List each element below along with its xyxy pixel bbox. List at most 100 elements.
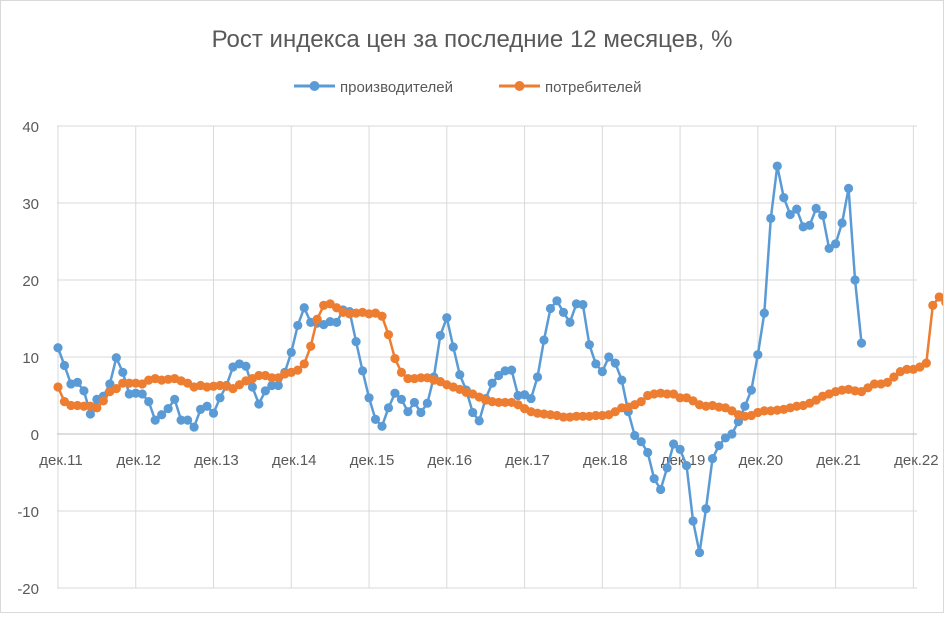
data-point (805, 220, 815, 230)
data-point (215, 393, 225, 403)
data-point (396, 394, 407, 404)
data-point (558, 412, 569, 422)
data-point (597, 367, 607, 377)
data-point (111, 353, 121, 363)
data-point (332, 303, 342, 313)
data-point (856, 338, 867, 348)
data-point (163, 403, 173, 414)
data-point (66, 400, 76, 411)
data-point (390, 353, 400, 364)
data-point (170, 394, 180, 404)
data-point (293, 365, 303, 375)
data-point (792, 204, 802, 214)
data-point (759, 308, 769, 318)
data-point (150, 415, 160, 425)
y-tick-label: 20 (22, 273, 39, 290)
data-point (59, 360, 70, 371)
series-producers (53, 161, 867, 558)
data-point (448, 342, 458, 352)
y-axis-tick-labels: -20 -10 0 10 20 30 40 (17, 119, 39, 598)
data-point (669, 439, 679, 449)
data-point (636, 397, 646, 407)
data-point (565, 317, 575, 327)
data-point (370, 414, 381, 424)
data-point (79, 386, 89, 396)
data-point (753, 350, 763, 360)
data-point (254, 370, 264, 381)
data-point (137, 389, 147, 399)
data-point (241, 361, 251, 371)
data-point (688, 516, 698, 526)
data-point (176, 415, 186, 425)
data-point (494, 370, 504, 381)
data-point (455, 370, 465, 380)
gridlines (57, 125, 917, 589)
data-point (364, 393, 374, 403)
data-point (299, 303, 309, 313)
data-point (124, 378, 134, 388)
data-point (118, 378, 128, 388)
data-point (934, 292, 944, 302)
data-point (746, 385, 756, 395)
data-point (843, 183, 854, 193)
data-point (422, 398, 432, 408)
data-point (377, 311, 387, 321)
y-tick-label: 10 (22, 350, 39, 367)
x-tick-label: дек.20 (739, 452, 784, 469)
data-point (882, 377, 893, 388)
data-point (727, 429, 737, 439)
data-point (202, 401, 212, 411)
data-point (604, 352, 614, 362)
data-point (157, 410, 167, 420)
data-point (396, 367, 407, 377)
data-point (53, 382, 63, 392)
data-point (118, 367, 128, 377)
x-axis-tick-labels: дек.11 дек.12 дек.13 дек.14 дек.15 дек.16 дек.… (39, 452, 938, 469)
data-point (759, 406, 769, 416)
data-point (928, 300, 938, 311)
data-point (869, 379, 880, 389)
data-point (552, 296, 562, 306)
data-point (403, 407, 413, 417)
data-point (636, 437, 646, 447)
data-point (694, 547, 705, 558)
data-point (390, 388, 400, 398)
legend-label-consumers: потребителей (545, 79, 642, 96)
data-point (675, 393, 685, 403)
data-point (662, 389, 672, 399)
x-tick-label: дек.14 (272, 452, 317, 469)
data-point (409, 397, 419, 408)
data-point (630, 430, 640, 441)
data-point (662, 463, 672, 473)
data-point (675, 444, 685, 454)
chart-title: Рост индекса цен за последние 12 месяцев… (212, 26, 733, 53)
legend-item-producers: производителей (294, 79, 453, 96)
data-point (306, 341, 316, 351)
x-tick-label: дек.13 (194, 452, 239, 469)
series-consumers (53, 292, 944, 422)
data-point (811, 203, 821, 213)
data-point (105, 379, 115, 389)
data-point (681, 460, 692, 471)
series-line (56, 164, 863, 554)
data-point (267, 380, 277, 391)
data-point (92, 403, 102, 413)
data-point (578, 411, 588, 421)
data-point (617, 375, 627, 385)
data-point (740, 401, 750, 411)
legend-item-consumers: потребителей (499, 79, 642, 96)
data-point (850, 275, 860, 285)
data-point (111, 383, 121, 394)
data-point (545, 303, 556, 314)
legend-label-producers: производителей (340, 79, 453, 96)
series-group (53, 161, 944, 558)
data-point (494, 397, 504, 408)
x-tick-label: дек.18 (583, 452, 628, 469)
data-point (53, 343, 63, 353)
data-point (733, 417, 744, 427)
data-point (507, 365, 517, 375)
x-tick-label: дек.12 (117, 452, 162, 469)
y-tick-label: 40 (22, 119, 39, 136)
